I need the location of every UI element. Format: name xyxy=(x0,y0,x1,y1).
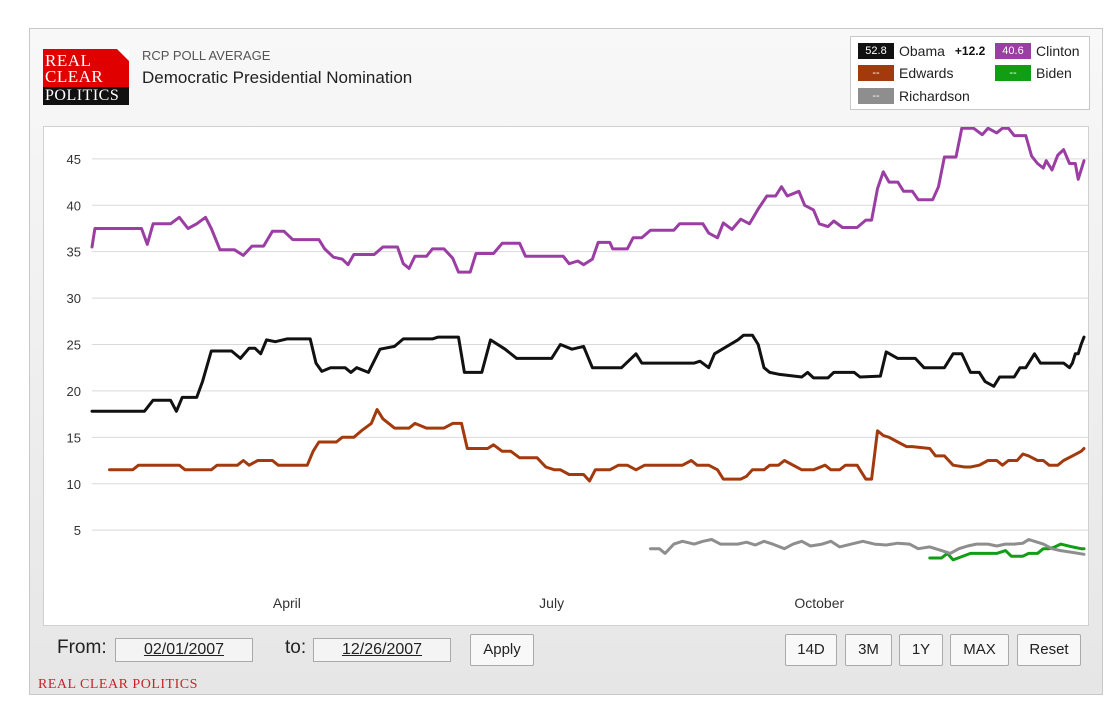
y-tick-label-25: 25 xyxy=(67,338,81,353)
logo-line-3: POLITICS xyxy=(43,87,129,105)
series-line-biden xyxy=(928,542,1086,562)
legend-label-clinton: Clinton xyxy=(1036,43,1080,59)
legend-swatch-richardson: -- xyxy=(858,88,894,104)
legend-swatch-edwards: -- xyxy=(858,65,894,81)
y-tick-label-30: 30 xyxy=(67,291,81,306)
apply-button[interactable]: Apply xyxy=(470,634,534,666)
footer-brand[interactable]: REAL CLEAR POLITICS xyxy=(38,677,198,692)
legend-item-biden[interactable]: -- Biden xyxy=(995,65,1072,81)
series-line-edwards xyxy=(108,408,1086,483)
x-tick-label-october: October xyxy=(794,595,844,611)
legend-swatch-obama: 52.8 xyxy=(858,43,894,59)
legend-swatch-biden: -- xyxy=(995,65,1031,81)
series-line-obama xyxy=(90,333,1086,413)
date-controls: From: 02/01/2007 to: 12/26/2007 Apply 14… xyxy=(43,628,1089,671)
legend-item-obama[interactable]: 52.8 Obama +12.2 xyxy=(858,43,990,59)
y-tick-label-15: 15 xyxy=(67,430,81,445)
x-tick-label-july: July xyxy=(539,595,564,611)
legend-label-obama: Obama xyxy=(899,43,945,59)
legend: 52.8 Obama +12.2 40.6 Clinton -- Edwards… xyxy=(850,36,1090,110)
to-date-field[interactable]: 12/26/2007 xyxy=(313,638,451,662)
legend-label-biden: Biden xyxy=(1036,65,1072,81)
from-date-field[interactable]: 02/01/2007 xyxy=(115,638,253,662)
range-3m-button[interactable]: 3M xyxy=(845,634,892,666)
legend-spread: +12.2 xyxy=(954,44,986,58)
range-14d-button[interactable]: 14D xyxy=(785,634,837,666)
y-tick-label-5: 5 xyxy=(74,523,81,538)
logo-line-2: CLEAR xyxy=(45,67,104,86)
series-line-clinton xyxy=(90,127,1086,274)
rcp-logo[interactable]: REAL CLEAR POLITICS xyxy=(43,49,129,105)
from-label: From: xyxy=(57,637,107,658)
reset-button[interactable]: Reset xyxy=(1017,634,1081,666)
poll-widget: REAL CLEAR POLITICS RCP POLL AVERAGE Dem… xyxy=(29,28,1103,695)
legend-item-richardson[interactable]: -- Richardson xyxy=(858,88,970,104)
chart-title: Democratic Presidential Nomination xyxy=(142,68,413,87)
range-1y-button[interactable]: 1Y xyxy=(899,634,943,666)
y-tick-label-20: 20 xyxy=(67,384,81,399)
legend-swatch-clinton: 40.6 xyxy=(995,43,1031,59)
series-line-richardson xyxy=(649,538,1086,556)
x-tick-label-april: April xyxy=(273,595,301,611)
to-label: to: xyxy=(285,637,307,658)
range-max-button[interactable]: MAX xyxy=(950,634,1009,666)
chart-supertitle: RCP POLL AVERAGE xyxy=(142,48,271,63)
chart-svg: 5 10 15 20 25 30 35 40 45 April July October xyxy=(67,127,1088,611)
y-tick-label-45: 45 xyxy=(67,152,81,167)
legend-label-edwards: Edwards xyxy=(899,65,954,81)
y-tick-label-40: 40 xyxy=(67,198,81,213)
y-tick-label-10: 10 xyxy=(67,477,81,492)
plot-area[interactable]: 5 10 15 20 25 30 35 40 45 April July October xyxy=(43,126,1089,626)
legend-item-clinton[interactable]: 40.6 Clinton xyxy=(995,43,1080,59)
y-tick-label-35: 35 xyxy=(67,245,81,260)
legend-item-edwards[interactable]: -- Edwards xyxy=(858,65,953,81)
logo-line-1: REAL xyxy=(45,51,92,70)
legend-label-richardson: Richardson xyxy=(899,88,970,104)
